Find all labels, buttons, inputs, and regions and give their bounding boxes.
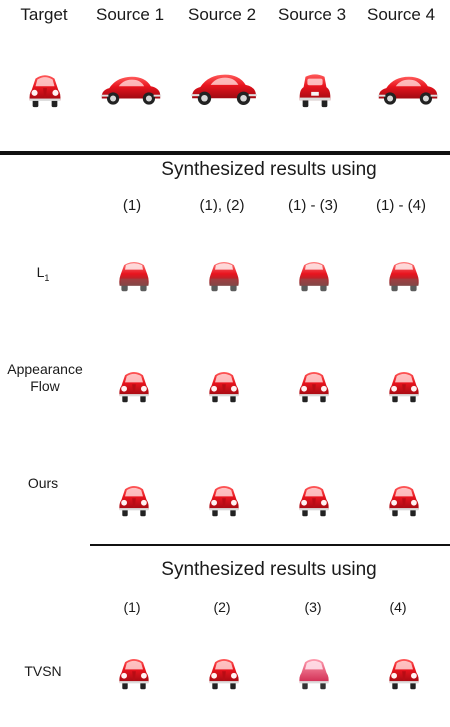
section2-col-3: (3)	[304, 599, 322, 615]
source-1-car-icon	[98, 70, 164, 110]
appearance-flow-result-4-car-icon	[386, 366, 422, 406]
section1-col-4: (1) - (4)	[376, 197, 426, 214]
ours-result-4-car-icon	[386, 480, 422, 520]
header-source-1: Source 1	[95, 5, 165, 24]
row-label-tvsn: TVSN	[24, 663, 62, 679]
tvsn-result-4-car-icon	[386, 653, 422, 693]
source-3-car-icon	[296, 70, 334, 110]
target-car-icon	[26, 70, 64, 110]
tvsn-result-1-car-icon	[116, 653, 152, 693]
ours-result-1-car-icon	[116, 480, 152, 520]
l1-result-4-car-icon	[386, 255, 422, 295]
tvsn-result-3-car-icon	[296, 653, 332, 693]
section2-col-2: (2)	[213, 599, 231, 615]
header-source-2: Source 2	[187, 5, 257, 24]
appearance-flow-result-3-car-icon	[296, 366, 332, 406]
section1-title: Synthesized results using	[161, 159, 377, 180]
row-label-appearance-flow: Appearance Flow	[7, 361, 83, 394]
source-4-car-icon	[375, 70, 441, 110]
section2-col-1: (1)	[123, 599, 141, 615]
section1-col-1: (1)	[122, 197, 142, 214]
ours-result-2-car-icon	[206, 480, 242, 520]
section1-col-2: (1), (2)	[199, 197, 245, 214]
l1-result-3-car-icon	[296, 255, 332, 295]
header-source-3: Source 3	[277, 5, 347, 24]
appearance-flow-result-1-car-icon	[116, 366, 152, 406]
section2-title: Synthesized results using	[161, 559, 377, 580]
header-target: Target	[20, 5, 68, 24]
section-divider-thin	[90, 544, 450, 546]
section1-col-3: (1) - (3)	[288, 197, 338, 214]
row-label-ours: Ours	[27, 475, 59, 491]
l1-result-1-car-icon	[116, 255, 152, 295]
appearance-flow-result-2-car-icon	[206, 366, 242, 406]
section-divider-thick	[0, 151, 450, 155]
section2-col-4: (4)	[389, 599, 407, 615]
tvsn-result-2-car-icon	[206, 653, 242, 693]
row-label-l1: L1	[36, 264, 50, 283]
ours-result-3-car-icon	[296, 480, 332, 520]
l1-result-2-car-icon	[206, 255, 242, 295]
header-source-4: Source 4	[366, 5, 436, 24]
source-2-car-icon	[188, 68, 260, 110]
